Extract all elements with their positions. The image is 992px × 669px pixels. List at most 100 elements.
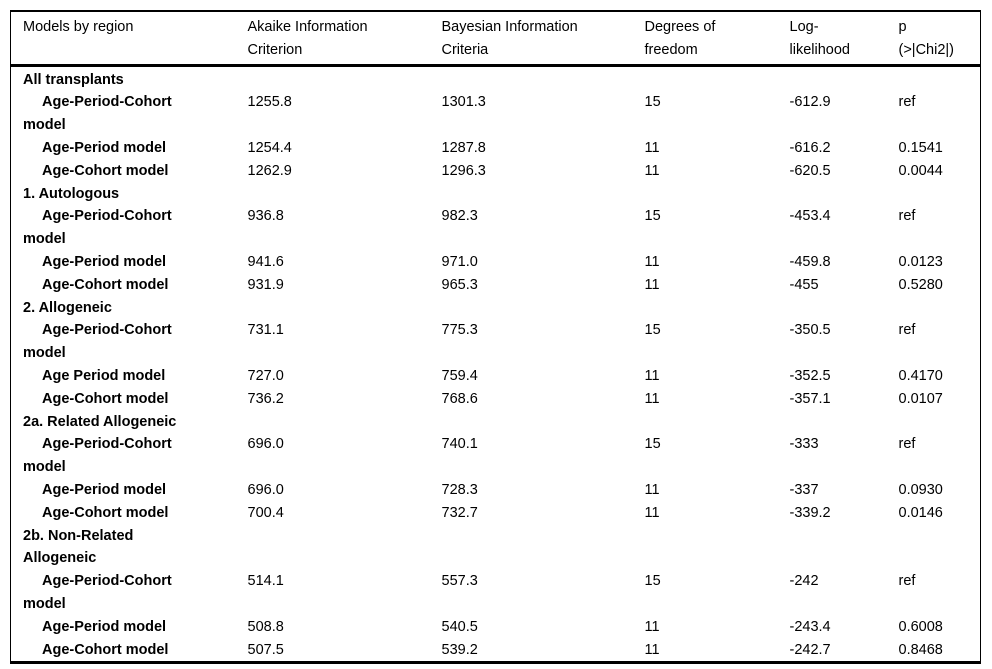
row-label: All transplants <box>23 71 124 88</box>
model-row: Age-Cohort model 507.5 539.2 11 -242.7 0.8468 <box>11 639 981 663</box>
model-row: Age-Cohort model 700.4 732.7 11 -339.2 0.0146 <box>11 502 981 525</box>
row-label: Age-Period model <box>42 139 167 156</box>
table-body: All transplants Age-Period-Cohort model 12… <box>11 65 981 663</box>
df-value: 11 <box>644 367 660 384</box>
row-label: Age-Cohort model <box>42 162 169 179</box>
aic-value: 514.1 <box>247 573 284 590</box>
df-value: 11 <box>644 139 660 156</box>
row-label: 2b. Non-Related Allogeneic <box>23 527 134 567</box>
aic-value: 727.0 <box>247 367 284 384</box>
column-header-degrees-of-freedom: Degrees of freedom <box>632 11 778 67</box>
df-value: 11 <box>644 253 660 270</box>
model-row: Age-Cohort model 1262.9 1296.3 11 -620.5 0.00… <box>11 160 981 183</box>
df-value: 15 <box>644 436 661 453</box>
loglik-value: -455 <box>789 276 819 293</box>
aic-value: 731.1 <box>247 322 284 339</box>
p-value: 0.0930 <box>898 481 943 498</box>
column-header-akaike-information-criterion: Akaike Information Criterion <box>235 11 430 67</box>
bic-value <box>430 411 633 434</box>
region-group-row: 1. Autologous <box>11 183 981 206</box>
loglik-value: -357.1 <box>789 390 831 407</box>
loglik-value: -616.2 <box>789 139 831 156</box>
p-value <box>887 525 981 571</box>
aic-value <box>236 297 430 320</box>
bic-value: 1296.3 <box>441 162 486 179</box>
row-label: 2. Allogeneic <box>23 299 112 316</box>
p-value: ref <box>898 436 916 453</box>
model-row: Age-Period model 1254.4 1287.8 11 -616.2 0.15… <box>11 137 981 160</box>
column-header-models-by-region: Models by region <box>10 11 236 67</box>
bic-value: 1301.3 <box>441 94 486 111</box>
bic-value: 775.3 <box>441 322 478 339</box>
p-value: 0.0146 <box>898 504 943 521</box>
bic-value: 982.3 <box>441 208 478 225</box>
aic-value <box>236 183 430 206</box>
loglik-value <box>778 297 887 320</box>
df-value: 15 <box>644 322 661 339</box>
loglik-value: -242.7 <box>789 641 831 658</box>
column-header-p-chi2: p (>|Chi2|) <box>886 11 981 67</box>
aic-value: 736.2 <box>247 390 284 407</box>
row-label: Age-Period-Cohort model <box>23 436 172 476</box>
model-row: Age Period model 727.0 759.4 11 -352.5 0.4170 <box>11 365 981 388</box>
loglik-value: -453.4 <box>789 208 831 225</box>
df-value: 15 <box>644 573 661 590</box>
df-value <box>633 525 778 571</box>
aic-value <box>236 65 430 91</box>
model-row: Age-Period model 941.6 971.0 11 -459.8 0.0123 <box>11 251 981 274</box>
aic-value: 941.6 <box>247 253 284 270</box>
column-header-log-likelihood: Log- likelihood <box>777 11 887 67</box>
p-value: ref <box>898 322 916 339</box>
row-label: Age-Period model <box>42 618 167 635</box>
loglik-value: -612.9 <box>789 94 831 111</box>
bic-value: 557.3 <box>441 573 478 590</box>
loglik-value: -337 <box>789 481 819 498</box>
loglik-value: -352.5 <box>789 367 831 384</box>
bic-value: 540.5 <box>441 618 478 635</box>
model-row: Age-Period model 508.8 540.5 11 -243.4 0.6008 <box>11 616 981 639</box>
model-row: Age-Cohort model 736.2 768.6 11 -357.1 0.0107 <box>11 388 981 411</box>
df-value: 11 <box>644 618 660 635</box>
p-value: ref <box>898 208 916 225</box>
df-value: 11 <box>644 481 660 498</box>
row-label: Age-Cohort model <box>42 504 169 521</box>
aic-value: 696.0 <box>247 481 284 498</box>
model-row: Age-Period-Cohort model 514.1 557.3 15 -242 r… <box>11 570 981 616</box>
aic-value <box>236 411 430 434</box>
loglik-value <box>778 183 887 206</box>
loglik-value <box>778 411 887 434</box>
model-row: Age-Period model 696.0 728.3 11 -337 0.0930 <box>11 479 981 502</box>
row-label: 1. Autologous <box>23 185 120 202</box>
row-label: Age-Cohort model <box>42 641 169 658</box>
bic-value <box>430 183 633 206</box>
model-row: Age-Period-Cohort model 696.0 740.1 15 -333 r… <box>11 433 981 479</box>
bic-value <box>430 65 633 91</box>
p-value: 0.1541 <box>898 139 943 156</box>
column-header-bayesian-information-criteria: Bayesian Information Criteria <box>429 11 633 67</box>
row-label: 2a. Related Allogeneic <box>23 413 177 430</box>
df-value <box>633 183 778 206</box>
region-group-row: 2. Allogeneic <box>11 297 981 320</box>
loglik-value: -620.5 <box>789 162 831 179</box>
df-value <box>633 65 778 91</box>
model-comparison-table: Models by region Akaike Information Crit… <box>10 10 981 665</box>
region-group-row: 2a. Related Allogeneic <box>11 411 981 434</box>
row-label: Age-Period model <box>42 481 167 498</box>
loglik-value: -333 <box>789 436 819 453</box>
aic-value: 1262.9 <box>247 162 292 179</box>
bic-value: 768.6 <box>441 390 478 407</box>
df-value: 11 <box>644 390 660 407</box>
p-value: 0.0123 <box>898 253 943 270</box>
aic-value: 931.9 <box>247 276 284 293</box>
bic-value: 539.2 <box>441 641 478 658</box>
p-value <box>887 65 981 91</box>
p-value: 0.4170 <box>898 367 943 384</box>
aic-value: 936.8 <box>247 208 284 225</box>
loglik-value: -350.5 <box>789 322 831 339</box>
p-value <box>887 297 981 320</box>
loglik-value: -242 <box>789 573 819 590</box>
p-value <box>887 183 981 206</box>
p-value: 0.0044 <box>898 162 943 179</box>
p-value: 0.8468 <box>898 641 943 658</box>
